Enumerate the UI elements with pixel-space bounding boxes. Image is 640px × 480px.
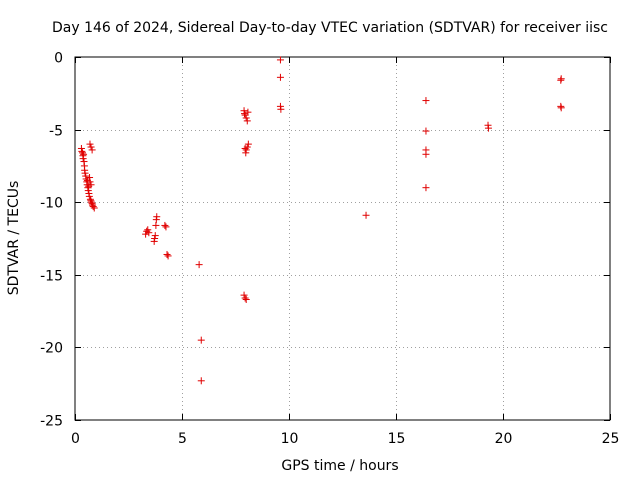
plot-frame — [74, 56, 611, 421]
y-tick-label: 0 — [54, 51, 63, 67]
data-point — [87, 181, 95, 189]
data-point — [422, 184, 430, 192]
x-tick-label: 25 — [602, 431, 620, 447]
y-tick-label: -5 — [49, 124, 63, 140]
data-point — [151, 232, 159, 240]
data-point — [422, 97, 430, 105]
data-point — [197, 336, 205, 344]
data-point — [277, 105, 285, 113]
data-point — [557, 104, 565, 112]
data-point — [276, 73, 284, 81]
y-tick-label: -20 — [40, 341, 63, 357]
data-point — [240, 110, 248, 118]
y-axis-title: SDTVAR / TECUs — [6, 181, 22, 296]
data-point — [153, 213, 161, 221]
data-point — [86, 178, 94, 186]
x-tick-label: 15 — [388, 431, 406, 447]
data-points — [77, 56, 565, 385]
data-point — [197, 377, 205, 385]
x-tick-label: 10 — [281, 431, 299, 447]
data-point — [240, 291, 248, 299]
data-point — [82, 175, 90, 183]
chart-title: Day 146 of 2024, Sidereal Day-to-day VTE… — [52, 20, 608, 36]
grid — [75, 57, 610, 420]
data-point — [85, 192, 93, 200]
data-point — [87, 198, 95, 206]
data-point — [89, 201, 97, 209]
data-point — [422, 127, 430, 135]
data-point — [422, 150, 430, 158]
data-point — [87, 197, 95, 205]
axis-ticks — [75, 57, 611, 421]
x-tick-label: 5 — [178, 431, 187, 447]
data-point — [243, 143, 251, 151]
data-point — [164, 252, 172, 260]
data-point — [144, 226, 152, 234]
data-point — [162, 223, 170, 231]
data-point — [142, 230, 150, 238]
data-point — [242, 114, 250, 122]
data-point — [276, 56, 284, 64]
x-axis-title: GPS time / hours — [281, 458, 398, 474]
data-point — [89, 203, 97, 211]
data-point — [241, 294, 249, 302]
y-tick-label: -10 — [40, 196, 63, 212]
data-point — [195, 261, 203, 269]
data-point — [362, 211, 370, 219]
y-tick-label: -25 — [40, 414, 63, 430]
data-point — [87, 143, 95, 151]
data-point — [484, 124, 492, 132]
data-point — [244, 140, 252, 148]
x-tick-label: 20 — [495, 431, 513, 447]
data-point — [163, 250, 171, 258]
data-point — [244, 108, 252, 116]
data-point — [151, 235, 159, 242]
data-point — [242, 295, 250, 303]
data-point — [243, 117, 251, 125]
data-point — [242, 146, 250, 154]
data-point — [90, 204, 98, 212]
data-point — [145, 229, 153, 237]
data-point — [557, 75, 565, 83]
data-point — [88, 146, 96, 154]
data-point — [86, 140, 94, 148]
x-tick-label: 0 — [71, 431, 80, 447]
data-point — [78, 147, 86, 155]
data-point — [80, 150, 88, 158]
data-point — [161, 221, 169, 229]
y-tick-label: -15 — [40, 269, 63, 285]
data-point — [81, 169, 89, 177]
